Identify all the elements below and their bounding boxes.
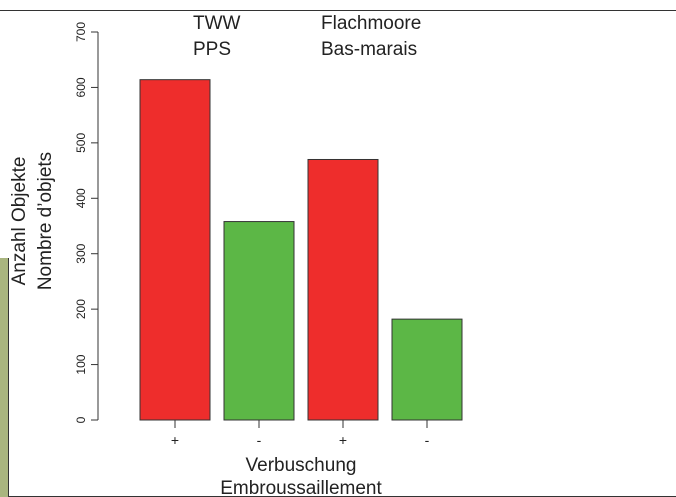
y-tick-label-200: 200 bbox=[74, 299, 88, 319]
x-axis-label-line2: Embroussaillement bbox=[220, 478, 382, 497]
x-tick-label-2: - bbox=[257, 432, 262, 448]
bars-group bbox=[139, 79, 463, 421]
y-tick-label-0: 0 bbox=[74, 416, 88, 423]
frame-top-line bbox=[0, 10, 676, 11]
group-label-2-line2: Bas-marais bbox=[321, 39, 417, 60]
x-tick-label-3: + bbox=[339, 432, 347, 448]
bar-2 bbox=[223, 221, 295, 421]
y-tick-group: 0 100 200 300 400 500 600 700 bbox=[74, 22, 98, 423]
y-tick-label-500: 500 bbox=[74, 133, 88, 153]
y-tick-label-100: 100 bbox=[74, 354, 88, 374]
y-axis-label-line1: Anzahl Objekte bbox=[9, 157, 30, 286]
bar-3 bbox=[307, 158, 379, 421]
y-tick-label-600: 600 bbox=[74, 77, 88, 97]
group-label-1-line2: PPS bbox=[193, 39, 231, 60]
group-label-1-line1: TWW bbox=[193, 13, 241, 34]
x-tick-group: + - + - bbox=[171, 420, 430, 448]
y-tick-label-700: 700 bbox=[74, 22, 88, 42]
y-tick-label-400: 400 bbox=[74, 188, 88, 208]
bar-4 bbox=[391, 318, 463, 421]
frame-left-line bbox=[8, 258, 9, 497]
y-tick-label-300: 300 bbox=[74, 243, 88, 263]
y-axis-label-line2: Nombre d’objets bbox=[35, 152, 56, 290]
olive-side-strip bbox=[0, 258, 8, 497]
group-label-2-line1: Flachmoore bbox=[321, 13, 421, 34]
x-axis-label-line1: Verbuschung bbox=[246, 455, 357, 476]
x-tick-label-4: - bbox=[425, 432, 430, 448]
x-tick-label-1: + bbox=[171, 432, 179, 448]
bar-1 bbox=[139, 79, 211, 421]
